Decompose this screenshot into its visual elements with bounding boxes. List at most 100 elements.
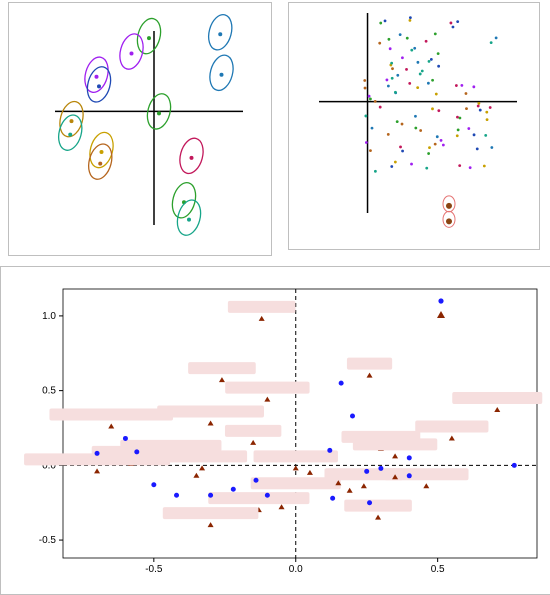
- attribute-label-bg: [250, 477, 341, 490]
- group-point: [147, 36, 151, 41]
- group-ellipse: [59, 100, 84, 138]
- consumer-point: [476, 104, 480, 108]
- consumer-point: [425, 166, 429, 170]
- consumer-point: [373, 99, 377, 103]
- consumer-point: [427, 59, 431, 63]
- group-ellipse: [86, 66, 112, 103]
- attribute-point: [218, 377, 225, 383]
- legend-attribute-marker: [437, 311, 445, 318]
- sample-point: [367, 500, 373, 506]
- group-ellipse: [207, 13, 233, 51]
- attribute-point: [392, 453, 399, 459]
- plot-frame: [62, 288, 538, 559]
- panel-a-svg: [55, 13, 243, 236]
- consumer-point: [477, 102, 481, 105]
- consumer-point: [472, 133, 476, 137]
- panel-b-scatter-plot: [288, 2, 540, 250]
- group-ellipse: [146, 93, 172, 130]
- attribute-label-bg: [49, 408, 174, 421]
- consumer-point: [391, 67, 394, 71]
- group-point: [189, 155, 194, 160]
- consumer-point: [436, 52, 440, 56]
- labeled-point-ellipse: [442, 210, 456, 228]
- consumer-point: [494, 36, 498, 40]
- y-tick-label: 0.0: [42, 460, 56, 471]
- consumer-point: [482, 164, 486, 168]
- consumer-point: [390, 76, 394, 80]
- attribute-label-bg: [352, 438, 438, 451]
- sample-point: [406, 473, 412, 479]
- group-ellipse: [57, 114, 83, 151]
- x-tick-label: 0.5: [431, 564, 445, 575]
- consumer-point: [449, 21, 453, 25]
- consumer-point: [414, 126, 418, 130]
- consumer-point: [456, 128, 460, 132]
- attribute-label-bg: [225, 381, 310, 394]
- attribute-label-bg: [415, 420, 489, 433]
- attribute-point: [207, 522, 214, 528]
- panel-c-svg: -0.5 0.0 0.5 -0.5 0.0 0.5 1.0: [24, 288, 543, 575]
- attribute-label-bg: [324, 468, 404, 481]
- attribute-point: [448, 435, 455, 441]
- attribute-label-bg: [188, 362, 256, 375]
- attribute-point: [335, 480, 342, 486]
- attribute-label-bg: [224, 424, 282, 437]
- group-ellipse: [179, 137, 204, 175]
- consumer-point: [427, 152, 431, 155]
- consumer-point: [437, 64, 441, 68]
- consumer-point: [369, 149, 372, 153]
- sample-point: [208, 492, 214, 498]
- consumer-point: [488, 106, 492, 109]
- sample-point: [230, 486, 236, 492]
- labeled-point: [446, 218, 452, 225]
- consumer-point: [379, 21, 383, 25]
- consumer-point: [364, 141, 368, 144]
- attribute-point: [360, 483, 367, 489]
- attribute-point: [199, 465, 206, 471]
- consumer-point: [395, 120, 399, 124]
- group-point: [98, 161, 103, 166]
- consumer-point: [455, 134, 459, 138]
- attribute-point: [366, 372, 373, 378]
- attribute-label-bg: [24, 453, 171, 466]
- panel-c-ca-factor-map: -0.5 0.0 0.5 -0.5 0.0 0.5 1.0: [0, 266, 550, 595]
- attribute-label-bg: [344, 499, 412, 512]
- consumer-point: [364, 114, 368, 118]
- group-point: [187, 217, 191, 222]
- group-ellipse: [89, 131, 114, 169]
- group-ellipse: [119, 33, 144, 70]
- consumer-point: [472, 85, 476, 89]
- sample-point: [94, 450, 100, 456]
- consumer-point: [387, 37, 391, 41]
- consumer-point: [464, 92, 468, 95]
- consumer-point: [378, 105, 382, 109]
- group-point: [219, 72, 224, 77]
- consumer-point: [454, 84, 458, 87]
- consumer-point: [429, 57, 433, 61]
- panel-a-ellipse-plot: [8, 2, 272, 256]
- group-point: [218, 32, 223, 37]
- attribute-label-bg: [452, 392, 543, 405]
- sample-point: [253, 477, 259, 483]
- sample-point: [134, 449, 140, 455]
- consumer-point: [424, 39, 428, 43]
- consumer-point: [383, 19, 387, 23]
- group-point: [97, 84, 101, 89]
- attribute-point: [108, 423, 115, 429]
- attribute-point: [306, 469, 313, 475]
- consumer-point: [393, 160, 397, 164]
- sample-point: [122, 435, 128, 441]
- consumer-point: [441, 143, 445, 147]
- attribute-point: [494, 407, 501, 413]
- consumer-point: [428, 146, 431, 150]
- sample-point: [350, 413, 356, 419]
- attribute-point: [423, 483, 430, 489]
- consumer-point: [468, 166, 472, 170]
- consumer-point: [460, 83, 464, 87]
- y-tick-label: -0.5: [39, 535, 57, 546]
- consumer-point: [416, 86, 420, 90]
- attribute-label-bg: [253, 450, 338, 463]
- group-point: [157, 111, 161, 116]
- consumer-point: [414, 114, 417, 118]
- consumer-point: [410, 48, 414, 52]
